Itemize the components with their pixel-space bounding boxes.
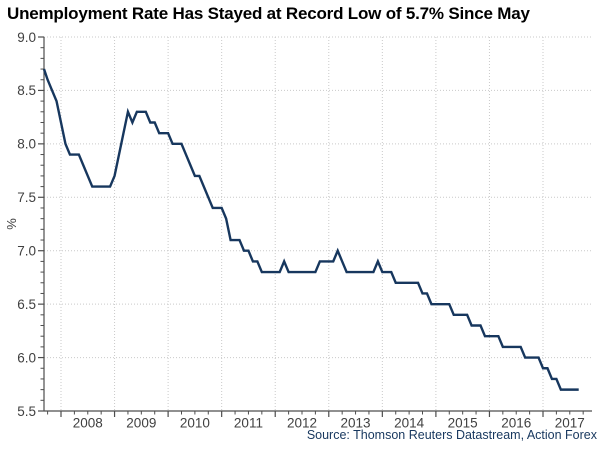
y-tick-label: 5.5 [17,404,36,419]
y-tick-label: 6.5 [17,297,36,312]
y-tick-label: 8.0 [17,137,36,152]
x-year-label: 2014 [394,416,425,431]
x-year-label: 2012 [287,416,317,431]
x-year-label: 2015 [448,416,478,431]
y-tick-label: 6.0 [17,350,36,365]
y-tick-label: 9.0 [17,30,36,45]
x-year-label: 2017 [555,416,585,431]
y-tick-label: 7.5 [17,190,36,205]
unemployment-rate-line [42,68,579,391]
x-year-label: 2010 [180,416,210,431]
y-axis-title: % [4,218,19,230]
y-tick-label: 8.5 [17,83,36,98]
x-year-label: 2016 [501,416,531,431]
chart-title: Unemployment Rate Has Stayed at Record L… [7,4,530,23]
x-year-label: 2011 [234,416,263,431]
x-year-label: 2008 [73,416,103,431]
source-attribution: Source: Thomson Reuters Datastream, Acti… [306,428,597,442]
y-tick-label: 7.0 [17,244,36,259]
x-year-label: 2013 [341,416,371,431]
x-year-label: 2009 [126,416,156,431]
